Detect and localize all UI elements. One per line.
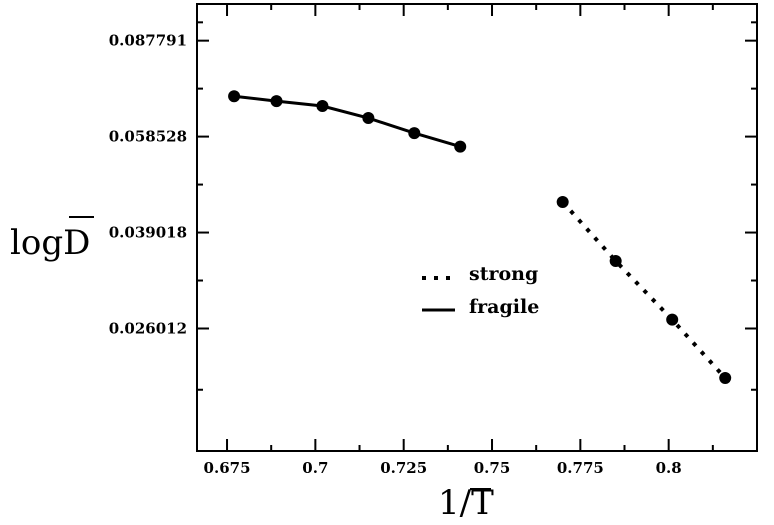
plot-frame [196,3,758,452]
x-tick-label: 0.675 [204,459,251,477]
series-line-fragile [233,94,461,149]
y-axis-title-prefix: log [10,223,63,263]
series-layer [228,90,732,385]
data-point-strong [719,372,732,385]
y-tick-label: 0.039018 [109,224,187,242]
data-point-fragile [454,140,467,153]
x-axis-title: 1/T [438,483,494,523]
y-tick-label: 0.087791 [109,32,187,50]
data-point-strong [556,195,569,208]
legend-strong-label: strong [469,263,538,285]
data-point-fragile [408,127,421,140]
y-axis-title-symbol: D [63,223,90,263]
y-tick-label: 0.026012 [109,319,187,337]
data-point-fragile [270,95,283,108]
x-tick-label: 0.75 [474,459,511,477]
data-point-fragile [362,112,375,125]
series-line-strong [561,200,727,380]
x-tick-label: 0.7 [302,459,328,477]
ticks: 0.675 0.7 0.725 0.75 0.775 0.8 0.087791 0.05852… [109,4,757,477]
data-point-strong [666,313,679,326]
x-tick-label: 0.725 [380,459,427,477]
data-point-fragile [316,100,329,113]
x-axis-title-symbol: T [471,483,494,523]
data-point-fragile [228,90,241,103]
legend: strong fragile [422,263,539,318]
y-axis-title: logD [10,223,90,263]
legend-fragile-label: fragile [469,296,539,318]
data-point-strong [609,254,622,267]
x-tick-label: 0.775 [557,459,604,477]
y-tick-label: 0.058528 [109,128,187,146]
x-axis-title-prefix: 1/ [438,483,472,523]
x-tick-label: 0.8 [656,459,682,477]
